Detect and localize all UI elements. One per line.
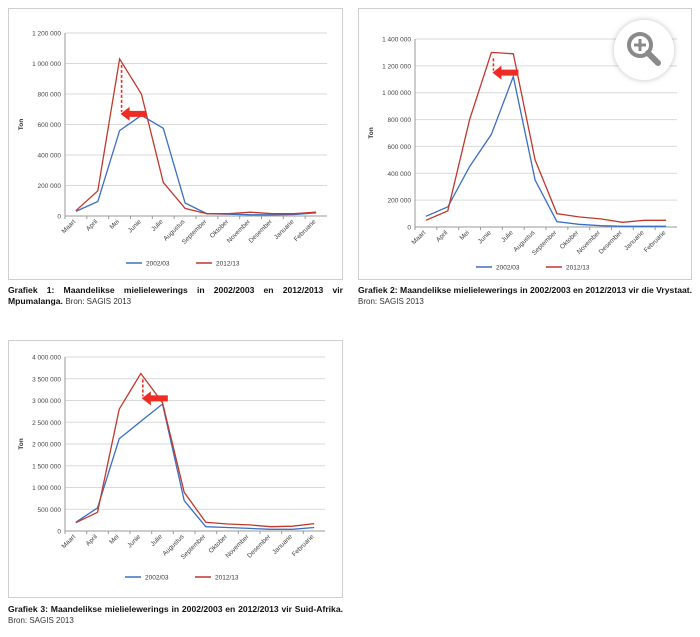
x-tick-label: Maart xyxy=(61,533,78,550)
annotation-arrow xyxy=(141,391,168,406)
x-tick-label: Junie xyxy=(477,229,493,245)
legend-label: 2012/13 xyxy=(216,261,240,268)
x-tick-label: Februarie xyxy=(293,218,318,243)
series-line-2012-13 xyxy=(75,57,317,215)
y-axis-label: Ton xyxy=(18,119,25,130)
y-tick-label: 200 000 xyxy=(38,183,62,190)
y-tick-label: 600 000 xyxy=(38,122,62,129)
x-tick-label: Julie xyxy=(500,229,515,244)
y-tick-label: 500 000 xyxy=(38,507,62,514)
y-tick-label: 400 000 xyxy=(388,171,412,178)
y-tick-label: 800 000 xyxy=(38,92,62,99)
zoom-button[interactable] xyxy=(614,20,674,80)
x-tick-label: Junie xyxy=(127,218,143,234)
x-tick-label: Julie xyxy=(150,533,165,548)
y-tick-label: 1 500 000 xyxy=(32,463,61,470)
x-tick-label: Desember xyxy=(248,218,275,245)
x-tick-label: Desember xyxy=(598,229,625,256)
y-tick-label: 1 200 000 xyxy=(32,31,61,38)
series-line-2002-03 xyxy=(75,114,317,216)
caption-title: Grafiek 3: Maandelikse mielielewerings i… xyxy=(8,604,343,614)
arrow-shape xyxy=(492,65,519,80)
y-tick-label: 1 000 000 xyxy=(32,61,61,68)
arrow-shape xyxy=(141,391,168,406)
caption-source: Bron: SAGIS 2013 xyxy=(65,297,132,306)
y-tick-label: 400 000 xyxy=(38,153,62,160)
caption-source: Bron: SAGIS 2013 xyxy=(8,616,74,625)
y-axis-label: Ton xyxy=(18,438,25,449)
legend-label: 2002/03 xyxy=(496,265,520,272)
x-tick-label: Maart xyxy=(61,218,78,235)
series-line-2002-03 xyxy=(75,402,315,530)
caption-mpumalanga: Grafiek 1: Maandelikse mielielewerings i… xyxy=(8,285,343,307)
y-tick-label: 2 000 000 xyxy=(32,442,61,449)
arrow-shape xyxy=(120,106,147,121)
chart-panel-suid-afrika: 0 500 000 1 000 000 1 500 000 2 000 000 2 500… xyxy=(8,340,343,598)
y-tick-label: 0 xyxy=(57,529,61,536)
x-tick-label: Oktober xyxy=(559,229,581,251)
x-tick-label: Mei xyxy=(108,533,120,545)
y-tick-label: 2 500 000 xyxy=(32,420,61,427)
caption-suid-afrika: Grafiek 3: Maandelikse mielielewerings i… xyxy=(8,604,343,626)
x-tick-label: Oktober xyxy=(209,218,231,240)
caption-title: Grafiek 2: Maandelikse mielielewerings i… xyxy=(358,285,692,295)
x-tick-label: Mei xyxy=(109,218,121,230)
y-tick-label: 1 000 000 xyxy=(382,90,411,97)
x-tick-label: Maart xyxy=(411,229,428,246)
x-tick-label: April xyxy=(435,229,450,244)
y-tick-label: 600 000 xyxy=(388,144,412,151)
legend-label: 2012/13 xyxy=(215,575,239,582)
annotation-arrow xyxy=(492,65,519,80)
y-tick-label: 3 500 000 xyxy=(32,376,61,383)
x-tick-label: April xyxy=(85,533,100,548)
series-line-2012-13 xyxy=(425,51,667,223)
y-tick-label: 800 000 xyxy=(388,117,412,124)
legend-label: 2012/13 xyxy=(566,265,590,272)
chart-panel-mpumalanga: 0 200 000 400 000 600 000 800 000 1 000 000 1 … xyxy=(8,8,343,280)
y-tick-label: 3 000 000 xyxy=(32,398,61,405)
caption-title: Grafiek 1: Maandelikse mielielewerings i… xyxy=(8,285,343,306)
y-tick-label: 4 000 000 xyxy=(32,355,61,362)
x-tick-label: Junie xyxy=(126,533,142,549)
chart-vrystaat: 0 200 000 400 000 600 000 800 000 1 000 000 1 … xyxy=(368,37,677,272)
series-line-2012-13 xyxy=(75,372,315,528)
y-tick-label: 200 000 xyxy=(388,198,412,205)
caption-source: Bron: SAGIS 2013 xyxy=(358,297,424,306)
x-tick-label: Februarie xyxy=(291,533,316,558)
y-tick-label: 0 xyxy=(407,225,411,232)
chart-suid-afrika: 0 500 000 1 000 000 1 500 000 2 000 000 2 500… xyxy=(18,355,325,582)
y-tick-label: 1 000 000 xyxy=(32,485,61,492)
legend-label: 2002/03 xyxy=(146,261,170,268)
y-axis-label: Ton xyxy=(368,127,375,138)
caption-vrystaat: Grafiek 2: Maandelikse mielielewerings i… xyxy=(358,285,692,307)
x-tick-label: April xyxy=(85,218,100,233)
y-tick-label: 0 xyxy=(57,214,61,221)
legend-label: 2002/03 xyxy=(145,575,169,582)
x-tick-label: Februarie xyxy=(643,229,668,254)
y-tick-label: 1 400 000 xyxy=(382,37,411,44)
y-tick-label: 1 200 000 xyxy=(382,63,411,70)
zoom-in-icon xyxy=(627,32,661,66)
x-tick-label: Julie xyxy=(150,218,165,233)
chart-panel-vrystaat: 0 200 000 400 000 600 000 800 000 1 000 000 1 … xyxy=(358,8,692,280)
x-tick-label: Mei xyxy=(459,229,471,241)
chart-mpumalanga: 0 200 000 400 000 600 000 800 000 1 000 000 1 … xyxy=(18,31,327,268)
series-line-2002-03 xyxy=(425,74,667,227)
x-tick-label: Desember xyxy=(246,533,273,560)
x-tick-label: Oktober xyxy=(208,533,230,555)
annotation-arrow xyxy=(120,106,147,121)
